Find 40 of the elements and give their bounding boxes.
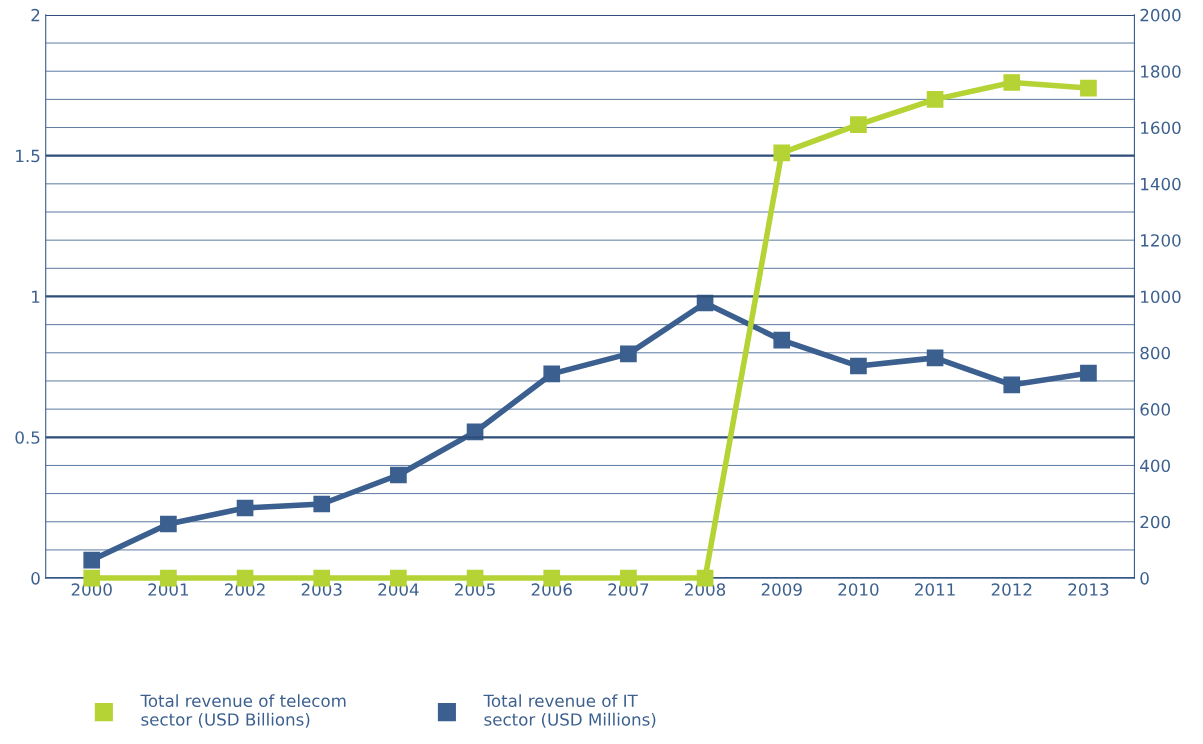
point — [850, 357, 867, 375]
x-tick-label: 2013 — [1068, 583, 1109, 596]
legend-label: Total revenue of telecom sector (USD Billions) — [140, 694, 346, 728]
point — [1080, 364, 1097, 382]
point — [390, 466, 407, 484]
y-tick-label: 1.5 — [16, 149, 40, 163]
point — [313, 495, 331, 513]
point — [1003, 376, 1021, 394]
y2-tick-label: 0 — [1140, 572, 1149, 585]
y2-tick-label: 2000 — [1140, 8, 1181, 22]
point — [1003, 74, 1021, 91]
y2-tick-label: 800 — [1140, 346, 1170, 360]
point — [1080, 79, 1097, 97]
x-tick-label: 2011 — [915, 583, 955, 596]
y2-tick-label: 400 — [1140, 459, 1170, 473]
point — [160, 515, 177, 533]
y2-tick-label: 1600 — [1141, 121, 1181, 135]
legend-label: Total revenue of IT sector (USD Millions) — [483, 694, 656, 728]
point — [850, 116, 867, 134]
point — [236, 499, 254, 517]
y-tick-label: 0 — [31, 572, 40, 585]
y2-tick-label: 600 — [1140, 403, 1170, 416]
point — [83, 551, 101, 569]
y-tick-label: 1 — [32, 290, 40, 303]
point — [926, 349, 944, 367]
y2-tick-label: 1200 — [1141, 234, 1181, 247]
point — [543, 365, 561, 383]
y-tick-label: 0.5 — [15, 431, 40, 444]
x-tick-label: 2010 — [838, 583, 879, 596]
point — [773, 331, 791, 349]
y2-tick-label: 200 — [1140, 515, 1170, 529]
point — [926, 91, 944, 108]
y2-tick-label: 1000 — [1141, 290, 1181, 304]
y-tick-label: 2 — [31, 8, 40, 22]
y2-tick-label: 1800 — [1141, 65, 1181, 78]
x-tick-label: 2012 — [991, 583, 1032, 596]
x-tick-label: 2009 — [761, 583, 802, 596]
y2-tick-label: 1400 — [1141, 177, 1181, 191]
point — [773, 144, 791, 162]
point — [620, 345, 637, 363]
